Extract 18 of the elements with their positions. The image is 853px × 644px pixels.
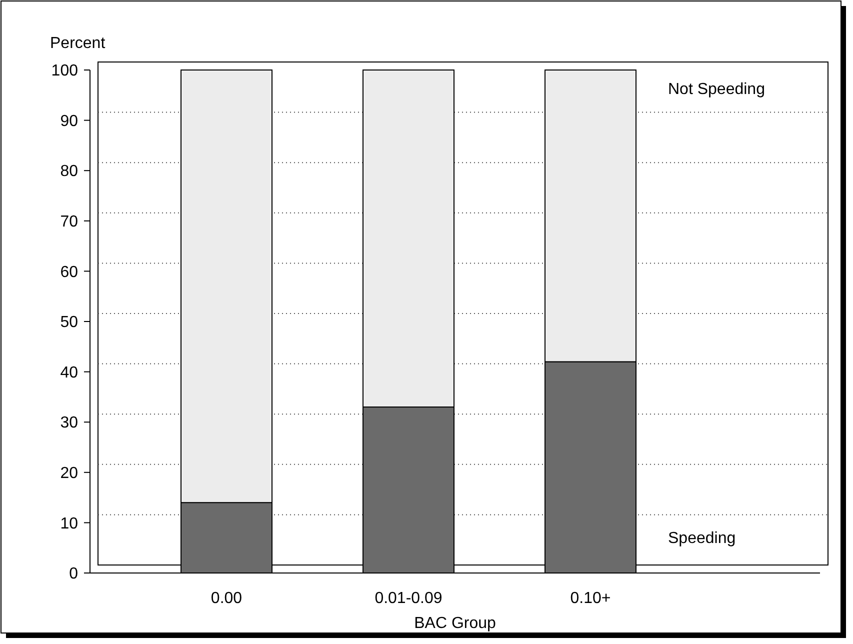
y-tick-label: 60 — [60, 264, 78, 281]
y-tick-label: 30 — [60, 414, 78, 432]
x-axis-title: BAC Group — [414, 615, 496, 632]
y-tick-label: 20 — [60, 465, 78, 482]
series-label: Speeding — [668, 530, 736, 547]
x-tick-label: 0.00 — [210, 590, 242, 607]
y-tick-label: 40 — [60, 364, 78, 382]
y-tick-label: 80 — [60, 163, 78, 180]
y-tick-label: 10 — [60, 515, 78, 532]
y-tick-label: 70 — [60, 214, 78, 230]
y-tick-label: 50 — [60, 314, 78, 332]
series-label: Not Speeding — [668, 81, 765, 98]
y-tick-label: 0 — [69, 566, 78, 583]
y-tick-label: 100 — [51, 62, 78, 80]
x-tick-label: 0.10+ — [570, 590, 611, 607]
x-tick-label: 0.01-0.09 — [374, 590, 442, 607]
y-axis-title: Percent — [50, 35, 106, 52]
y-tick-label: 90 — [60, 112, 78, 130]
